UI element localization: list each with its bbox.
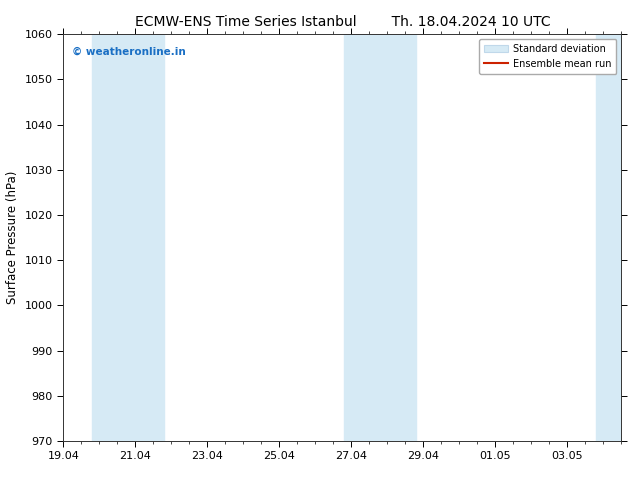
- Bar: [92, 34, 164, 441]
- Bar: [344, 34, 416, 441]
- Text: © weatheronline.in: © weatheronline.in: [72, 47, 186, 56]
- Title: ECMW-ENS Time Series Istanbul        Th. 18.04.2024 10 UTC: ECMW-ENS Time Series Istanbul Th. 18.04.…: [134, 15, 550, 29]
- Legend: Standard deviation, Ensemble mean run: Standard deviation, Ensemble mean run: [479, 39, 616, 74]
- Y-axis label: Surface Pressure (hPa): Surface Pressure (hPa): [6, 171, 19, 304]
- Bar: [596, 34, 621, 441]
